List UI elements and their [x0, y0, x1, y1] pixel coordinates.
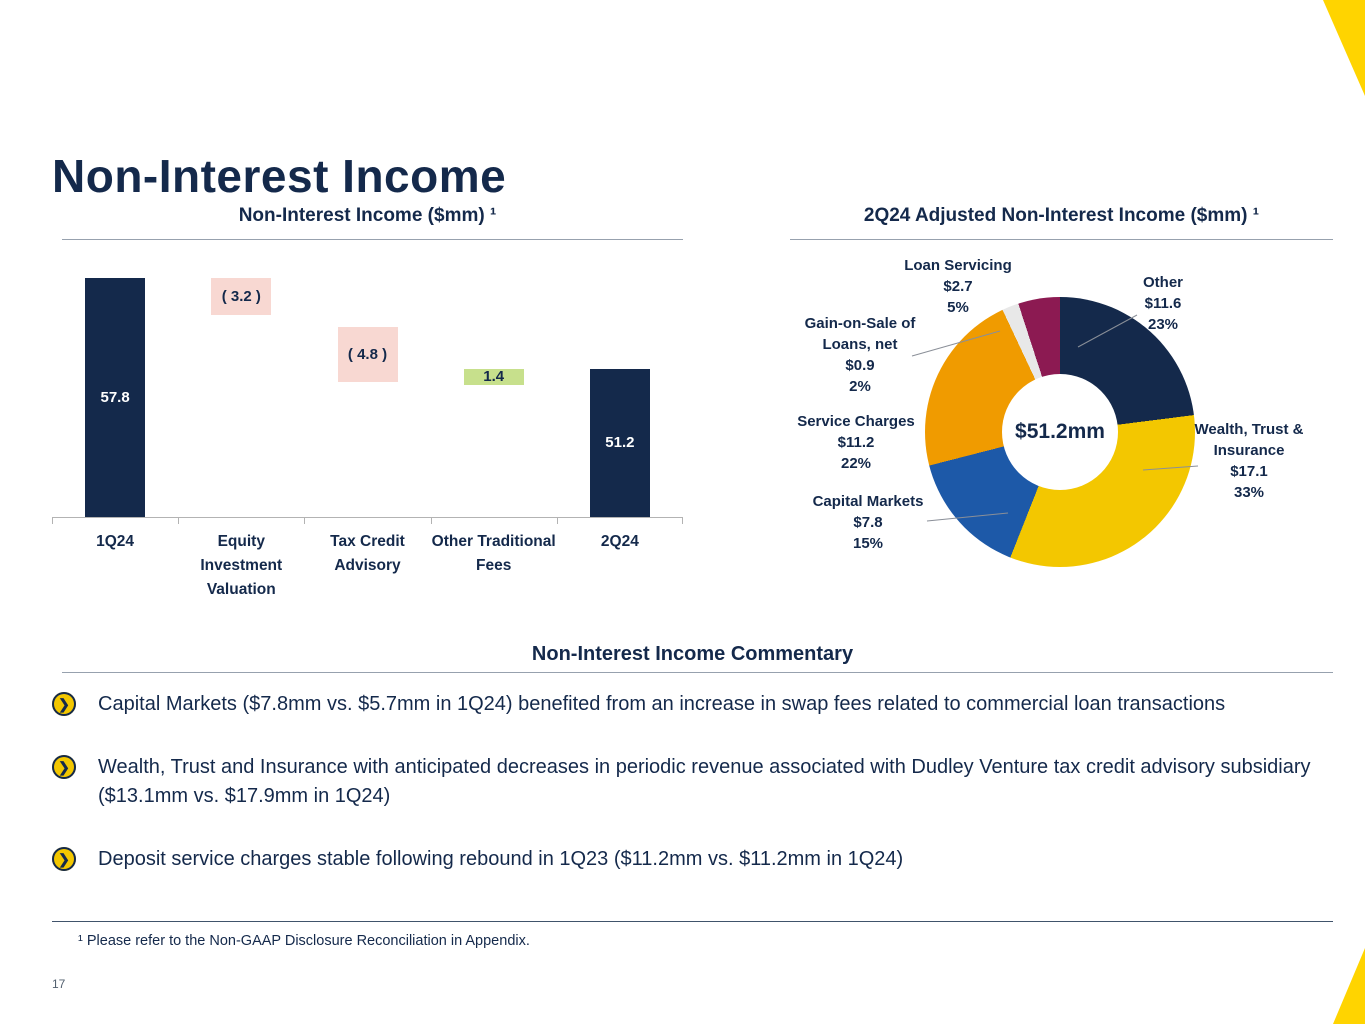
commentary-bullet: ❯ Wealth, Trust and Insurance with antic…	[52, 753, 1330, 810]
waterfall-category-0: 1Q24	[96, 533, 135, 550]
commentary-bullet: ❯ Capital Markets ($7.8mm vs. $5.7mm in …	[52, 690, 1330, 718]
waterfall-category-2: Tax Credit Advisory	[330, 533, 405, 575]
donut-label-wealth-trust-insurance: Wealth, Trust & Insurance $17.1 33%	[1194, 421, 1304, 501]
donut-label-loan-servicing: Loan Servicing $2.7 5%	[904, 257, 1012, 316]
axis-tick	[556, 518, 558, 524]
commentary-bullet-text: Wealth, Trust and Insurance with anticip…	[98, 756, 1311, 807]
waterfall-chart-title: Non-Interest Income ($mm) ¹	[238, 205, 497, 226]
waterfall-bar-value: ( 3.2 )	[221, 287, 261, 305]
axis-tick	[304, 518, 306, 524]
commentary-bullets: ❯ Capital Markets ($7.8mm vs. $5.7mm in …	[52, 690, 1330, 909]
waterfall-bar-1: ( 3.2 )	[211, 278, 272, 315]
waterfall-bar-3: 1.4	[463, 368, 524, 386]
waterfall-title-rule	[62, 239, 683, 240]
axis-tick	[52, 518, 53, 524]
waterfall-category-4: 2Q24	[600, 533, 639, 550]
axis-tick	[430, 518, 432, 524]
commentary-bullet-text: Deposit service charges stable following…	[98, 848, 904, 871]
commentary-bullet: ❯ Deposit service charges stable followi…	[52, 845, 1330, 873]
axis-tick	[178, 518, 180, 524]
corner-triangle-bottom-right	[1333, 948, 1365, 1024]
waterfall-category-axis: 1Q24 Equity Investment Valuation Tax Credi…	[52, 530, 683, 620]
donut-label-gain-on-sale: Gain-on-Sale of Loans, net $0.9 2%	[804, 315, 916, 395]
donut-chart-title: 2Q24 Adjusted Non-Interest Income ($mm) …	[863, 205, 1260, 226]
waterfall-bar-value: 51.2	[605, 434, 635, 452]
donut-chart: $51.2mm	[925, 297, 1195, 567]
donut-center-label: $51.2mm	[1015, 420, 1105, 443]
waterfall-bar-value: 57.8	[100, 389, 130, 406]
commentary-title: Non-Interest Income Commentary	[531, 643, 854, 665]
page-title: Non-Interest Income	[52, 149, 507, 202]
footnote: ¹ Please refer to the Non-GAAP Disclosur…	[78, 933, 530, 949]
waterfall-bar-4: 51.2	[589, 368, 650, 517]
axis-tick	[682, 518, 683, 524]
donut-title-rule	[790, 239, 1333, 240]
waterfall-category-1: Equity Investment Valuation	[200, 533, 283, 599]
arrow-bullet-icon: ❯	[52, 847, 76, 872]
donut-label-capital-markets: Capital Markets $7.8 15%	[812, 493, 924, 552]
commentary-bullet-text: Capital Markets ($7.8mm vs. $5.7mm in 1Q…	[98, 693, 1226, 715]
arrow-bullet-icon: ❯	[52, 755, 76, 780]
footnote-rule	[52, 921, 1333, 922]
waterfall-category-3: Other Traditional Fees	[431, 533, 556, 575]
arrow-bullet-icon: ❯	[52, 692, 76, 716]
donut-label-other: Other $11.6 23%	[1142, 274, 1184, 333]
corner-triangle-top-right	[1323, 0, 1365, 96]
waterfall-bar-2: ( 4.8 )	[337, 326, 398, 382]
waterfall-plot-area: 57.8 ( 3.2 ) ( 4.8 ) 1.4 51.2	[52, 270, 683, 524]
waterfall-bar-value: 1.4	[483, 368, 505, 386]
page-number: 17	[52, 977, 66, 991]
commentary-rule	[62, 672, 1333, 673]
donut-label-service-charges: Service Charges $11.2 22%	[797, 413, 915, 472]
waterfall-bar-0: 57.8	[85, 278, 146, 517]
waterfall-bar-value: ( 4.8 )	[347, 345, 388, 363]
donut-hole: $51.2mm	[1002, 374, 1118, 490]
